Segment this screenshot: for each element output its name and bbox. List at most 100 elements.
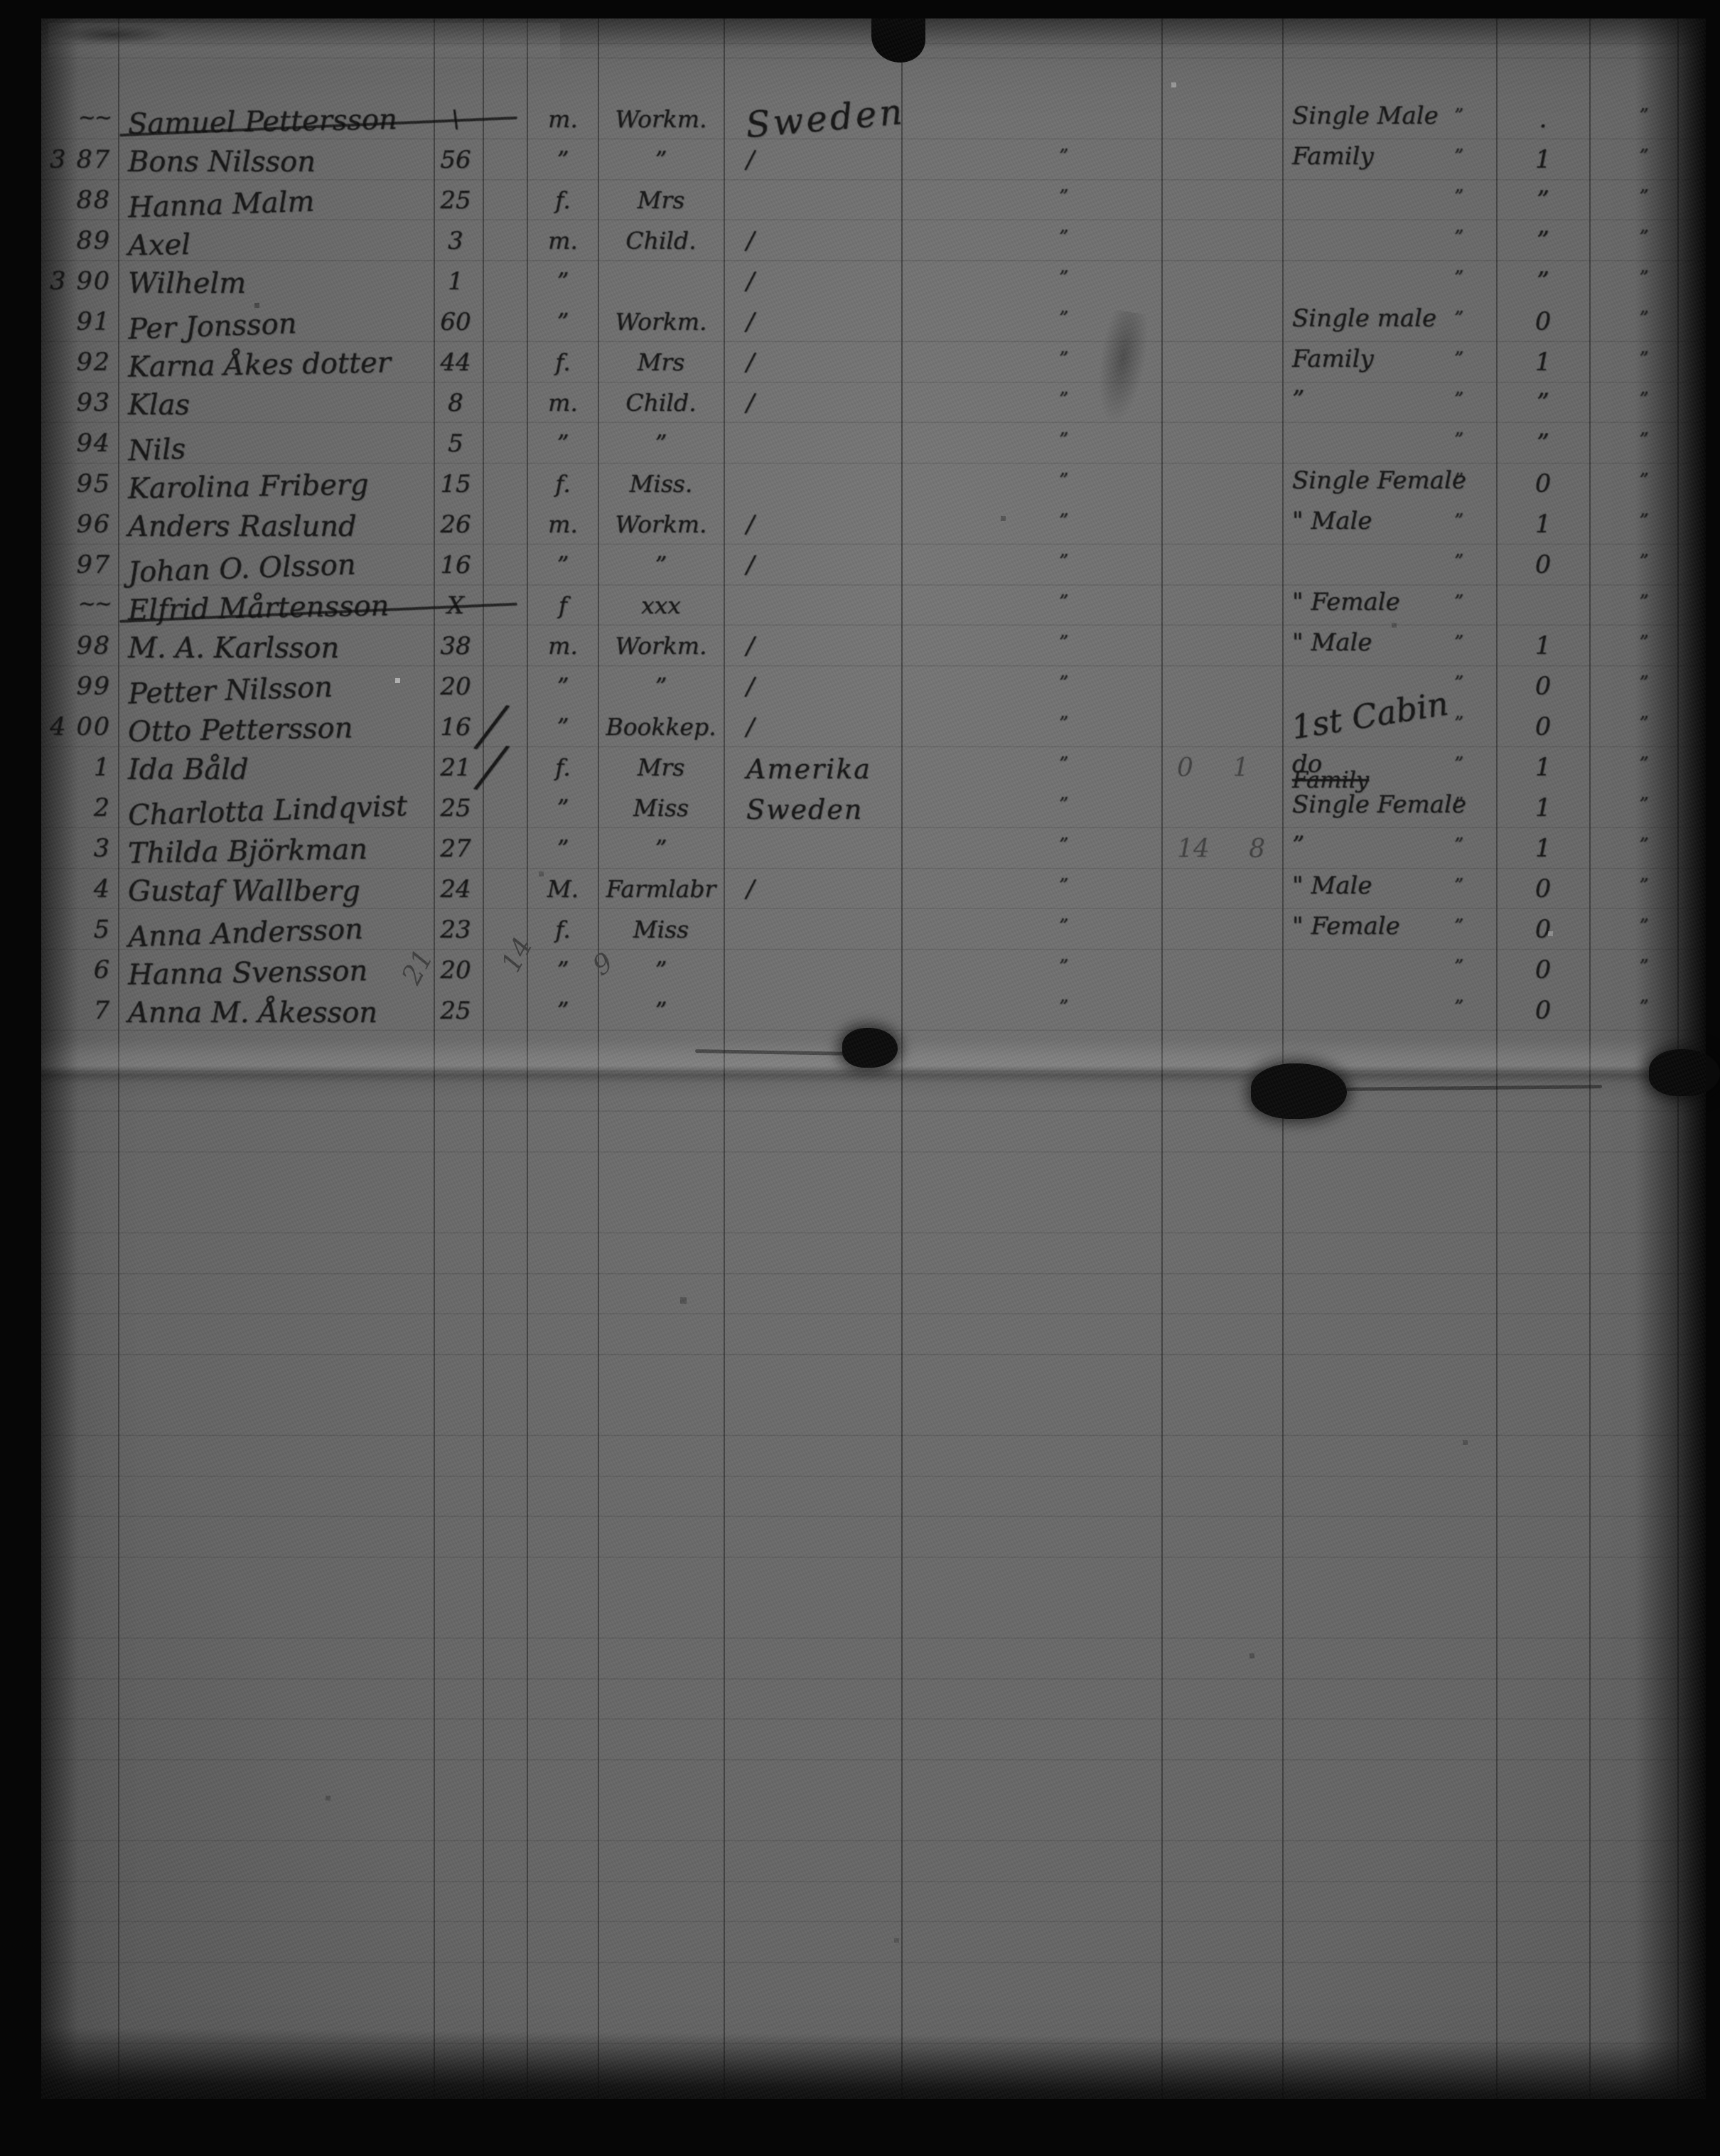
occupation: Workm. [615, 510, 707, 538]
category-label: Family [1292, 142, 1374, 171]
mid-ditto-mark: ” [1059, 672, 1069, 694]
category-label: ” [1292, 831, 1305, 859]
column-rule [901, 18, 903, 2099]
passenger-name: Petter Nilsson [127, 670, 333, 711]
category-ditto-mark: ” [1454, 227, 1464, 248]
category-label: " Male [1292, 628, 1372, 657]
destination: / [746, 672, 755, 701]
row-number: 99 [76, 672, 111, 701]
mid-ditto-mark: ” [1059, 146, 1069, 167]
age-value: 60 [440, 308, 471, 336]
age-value: 23 [440, 916, 471, 944]
count-value: 1 [1534, 794, 1552, 822]
age-value: 16 [440, 551, 471, 579]
category-ditto-mark: ” [1454, 308, 1464, 329]
gender-mark: ” [557, 713, 569, 741]
gender-mark: ” [557, 267, 569, 295]
category-label: Single Female [1292, 790, 1466, 819]
count-value: 0 [1534, 956, 1552, 985]
row-number: 98 [76, 632, 111, 660]
age-value: 38 [440, 632, 471, 660]
category-ditto-mark: ” [1454, 753, 1464, 775]
gender-mark: f. [555, 348, 571, 376]
column-rule [1161, 18, 1163, 2099]
count-value: 1 [1534, 753, 1552, 782]
category-ditto-mark: ” [1454, 672, 1464, 694]
pencil-tally: 0 1 [1177, 753, 1249, 783]
age-value: 44 [440, 348, 471, 377]
gender-mark: f. [555, 916, 571, 943]
mid-ditto-mark: ” [1059, 794, 1069, 815]
occupation: Miss [633, 794, 689, 822]
count-value: 0 [1534, 713, 1552, 741]
passenger-name: Hanna Svensson [127, 954, 368, 992]
column-rule [1589, 18, 1591, 2099]
passenger-name: Anders Raslund [128, 510, 357, 543]
age-value: 15 [440, 470, 471, 498]
count-value: . [1539, 105, 1547, 134]
passenger-name: Anna Andersson [127, 913, 364, 954]
occupation: Miss [633, 916, 689, 943]
pencil-tally: 14 8 [1177, 835, 1266, 864]
category-ditto-mark: ” [1454, 510, 1464, 532]
mid-ditto-mark: ” [1059, 267, 1069, 289]
count-value: 1 [1534, 835, 1552, 863]
occupation: ” [655, 146, 667, 173]
occupation: Bookkep. [606, 713, 716, 741]
count-value: 0 [1534, 551, 1552, 579]
gender-mark: ” [557, 551, 569, 579]
row-number: 5 [93, 916, 111, 944]
age-value: 56 [440, 146, 471, 174]
column-rule [1496, 18, 1498, 2099]
row-number: 95 [76, 470, 111, 498]
passenger-name: Otto Pettersson [127, 712, 353, 749]
gender-mark: ” [557, 308, 569, 336]
count-value: 0 [1534, 875, 1552, 903]
mid-ditto-mark: ” [1059, 510, 1069, 532]
destination: / [746, 713, 755, 741]
occupation: ” [655, 672, 667, 700]
mid-ditto-mark: ” [1059, 389, 1069, 410]
manifest-row: 2 Charlotta Lindqvist 25” Miss Sweden” Single… [41, 790, 1706, 835]
check-mark: ╱ [475, 741, 508, 794]
count-value: ” [1537, 227, 1549, 255]
destination: / [746, 227, 755, 255]
mid-ditto-mark: ” [1059, 308, 1069, 329]
occupation: Child. [625, 227, 697, 254]
ink-blot [842, 1028, 898, 1068]
category-label: " Male [1292, 871, 1372, 900]
destination: Amerika [746, 753, 871, 785]
edge-shadow-left [41, 18, 78, 2099]
mid-ditto-mark: ” [1059, 835, 1069, 856]
gender-mark: m. [548, 105, 578, 133]
row-number: 4 [93, 875, 111, 903]
column-rule [118, 18, 119, 2099]
count-value: ” [1537, 186, 1549, 215]
age-value: 3 [448, 227, 463, 255]
category-ditto-mark: ” [1454, 389, 1464, 410]
age-value: 1 [448, 267, 463, 296]
passenger-name: Gustaf Wallberg [128, 875, 360, 908]
row-number: 93 [76, 389, 111, 417]
passenger-name: Hanna Malm [127, 185, 316, 225]
age-value: 20 [440, 956, 471, 985]
count-value: ” [1537, 267, 1549, 296]
passenger-name: Klas [128, 389, 190, 422]
mid-ditto-mark: ” [1059, 916, 1069, 937]
occupation: Farmlabr [606, 875, 716, 903]
occupation: Mrs [637, 186, 685, 214]
ledger-paper: ~~Samuel Pettersson\m.Workm.SwedenSingle… [19, 13, 1720, 2156]
edge-shadow-top [41, 18, 1706, 48]
gender-mark: ” [557, 794, 569, 822]
occupation: Workm. [615, 632, 707, 660]
category-ditto-mark: ” [1454, 713, 1464, 734]
destination: / [746, 510, 755, 539]
category-ditto-mark: ” [1454, 267, 1464, 289]
